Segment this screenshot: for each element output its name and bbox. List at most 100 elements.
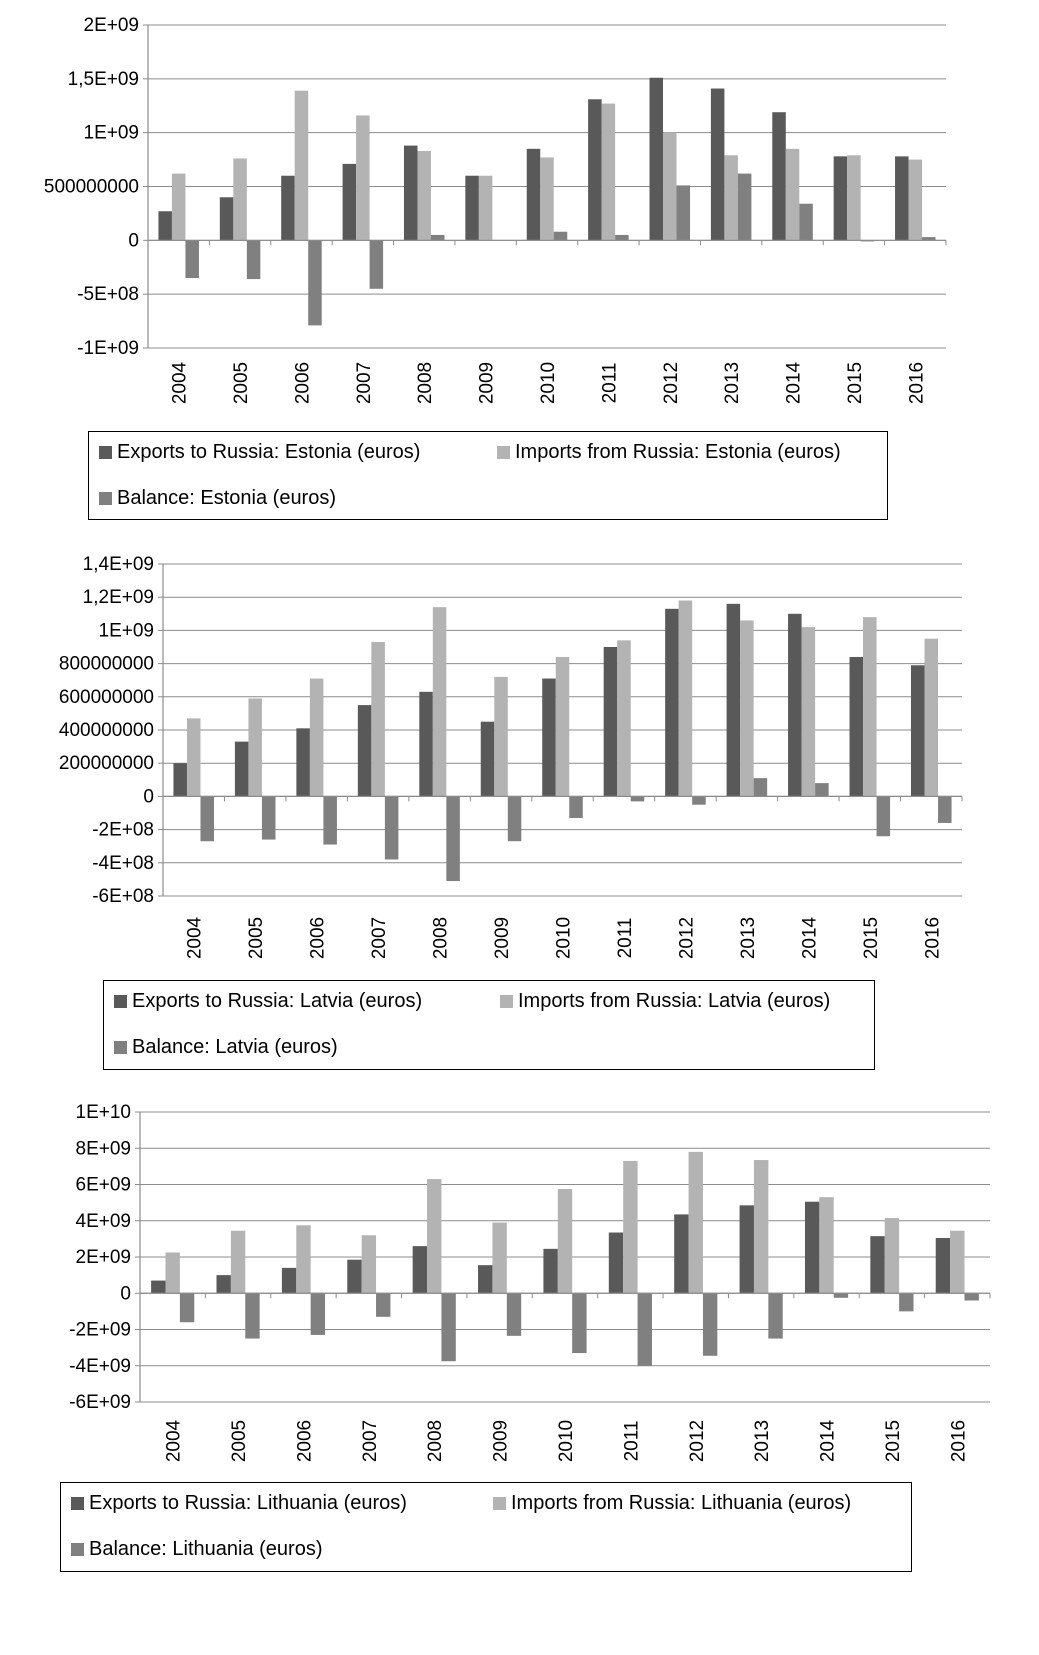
bar-balance-2005 bbox=[245, 1293, 260, 1339]
bar-balance-2006 bbox=[308, 240, 322, 326]
y-tick-label: 1E+09 bbox=[99, 620, 154, 641]
legend-swatch-imports bbox=[497, 446, 510, 459]
bar-imports-2013 bbox=[740, 620, 754, 797]
bar-exports-2008 bbox=[419, 691, 433, 797]
y-tick-label: -4E+08 bbox=[92, 853, 154, 874]
x-tick-label: 2008 bbox=[431, 917, 452, 959]
bar-imports-2010 bbox=[540, 157, 554, 241]
y-tick-label: 1E+09 bbox=[84, 123, 139, 144]
x-tick-label: 2008 bbox=[425, 1420, 446, 1462]
y-tick-label: 0 bbox=[128, 230, 139, 251]
legend-swatch-exports bbox=[114, 995, 127, 1008]
legend-item-exports: Exports to Russia: Latvia (euros) bbox=[114, 990, 422, 1013]
legend-item-balance: Balance: Estonia (euros) bbox=[99, 487, 336, 510]
x-tick-label: 2015 bbox=[883, 1420, 904, 1462]
bar-exports-2011 bbox=[603, 647, 618, 797]
x-tick-label: 2004 bbox=[164, 1419, 185, 1462]
y-tick-label: 800000000 bbox=[59, 654, 154, 675]
bar-balance-2008 bbox=[441, 1293, 456, 1362]
bar-exports-2007 bbox=[347, 1259, 362, 1294]
bar-balance-2010 bbox=[553, 231, 568, 241]
legend-swatch-balance bbox=[99, 492, 112, 505]
bar-imports-2005 bbox=[230, 1230, 246, 1294]
bar-imports-2007 bbox=[356, 115, 370, 241]
bar-imports-2013 bbox=[753, 1160, 769, 1294]
legend-swatch-imports bbox=[493, 1497, 506, 1510]
legend-label-exports: Exports to Russia: Estonia (euros) bbox=[117, 441, 421, 463]
bar-balance-2004 bbox=[179, 1293, 195, 1323]
bar-exports-2010 bbox=[543, 1248, 558, 1294]
y-tick-label: -2E+09 bbox=[69, 1320, 131, 1341]
x-tick-label: 2010 bbox=[538, 362, 559, 404]
x-tick-label: 2005 bbox=[246, 917, 267, 959]
bar-exports-2007 bbox=[357, 705, 372, 797]
y-tick-label: 400000000 bbox=[59, 720, 154, 741]
y-tick-label: 6E+09 bbox=[76, 1175, 131, 1196]
x-tick-label: 2005 bbox=[231, 362, 252, 404]
bar-exports-2006 bbox=[281, 1267, 297, 1294]
bar-imports-2010 bbox=[557, 1189, 573, 1294]
bar-imports-2013 bbox=[724, 155, 738, 241]
bar-balance-2009 bbox=[507, 796, 522, 842]
bar-imports-2011 bbox=[623, 1160, 638, 1294]
bar-imports-2010 bbox=[555, 656, 570, 797]
x-tick-label: 2014 bbox=[818, 1419, 839, 1462]
legend-swatch-balance bbox=[71, 1543, 84, 1556]
bar-balance-2004 bbox=[185, 240, 199, 279]
bar-exports-2016 bbox=[910, 665, 925, 797]
bar-exports-2016 bbox=[935, 1237, 951, 1294]
bar-imports-2006 bbox=[294, 90, 309, 241]
bar-imports-2015 bbox=[863, 617, 877, 797]
chart-lithuania: 1E+10 8E+09 6E+09 4E+09 2E+09 0 -2E+09 -4E+09 -6… bbox=[69, 1102, 991, 1462]
bar-exports-2014 bbox=[772, 112, 786, 241]
bar-exports-2009 bbox=[465, 175, 479, 241]
bar-imports-2012 bbox=[663, 132, 677, 241]
x-tick-label: 2016 bbox=[906, 362, 927, 404]
x-tick-label: 2012 bbox=[661, 362, 682, 404]
bar-exports-2008 bbox=[412, 1246, 428, 1294]
y-tick-label: -2E+08 bbox=[92, 820, 154, 841]
x-tick-label: 2016 bbox=[922, 917, 943, 959]
legend-label-balance: Balance: Latvia (euros) bbox=[132, 1036, 338, 1058]
bar-imports-2009 bbox=[494, 676, 508, 797]
legend-item-imports: Imports from Russia: Lithuania (euros) bbox=[493, 1492, 851, 1515]
x-tick-label: 2008 bbox=[415, 362, 436, 404]
bar-imports-2004 bbox=[171, 173, 186, 241]
legend-item-imports: Imports from Russia: Latvia (euros) bbox=[500, 990, 830, 1013]
x-tick-label: 2015 bbox=[861, 917, 882, 959]
bar-imports-2009 bbox=[478, 175, 493, 241]
x-tick-label: 2011 bbox=[599, 363, 620, 404]
bar-imports-2011 bbox=[617, 640, 631, 797]
bar-balance-2015 bbox=[899, 1293, 914, 1312]
legend-label-imports: Imports from Russia: Estonia (euros) bbox=[515, 441, 841, 463]
chart-estonia: 2E+09 1,5E+09 1E+09 500000000 0 -5E+08 -1E+09 2… bbox=[44, 15, 947, 404]
bar-imports-2012 bbox=[688, 1151, 703, 1294]
bar-balance-2006 bbox=[323, 796, 337, 845]
bar-imports-2016 bbox=[950, 1230, 965, 1294]
bar-balance-2007 bbox=[376, 1293, 391, 1317]
x-tick-label: 2014 bbox=[784, 361, 805, 404]
bar-imports-2006 bbox=[296, 1225, 311, 1294]
bar-imports-2008 bbox=[427, 1179, 442, 1294]
bar-balance-2008 bbox=[446, 796, 460, 882]
bar-exports-2011 bbox=[588, 99, 602, 241]
bar-imports-2004 bbox=[186, 718, 201, 797]
legend-label-balance: Balance: Estonia (euros) bbox=[117, 487, 337, 509]
y-tick-label: 1,4E+09 bbox=[83, 554, 154, 575]
x-tick-label: 2007 bbox=[369, 917, 390, 959]
x-tick-label: 2012 bbox=[676, 917, 697, 959]
bar-balance-2012 bbox=[692, 796, 706, 805]
legend-item-imports: Imports from Russia: Estonia (euros) bbox=[497, 441, 841, 464]
bar-balance-2011 bbox=[630, 796, 645, 802]
bar-balance-2009 bbox=[506, 1293, 522, 1336]
bar-balance-2004 bbox=[200, 796, 215, 842]
bar-imports-2016 bbox=[908, 159, 923, 241]
bar-balance-2016 bbox=[964, 1293, 979, 1301]
bar-exports-2011 bbox=[608, 1232, 624, 1294]
bar-imports-2005 bbox=[233, 158, 247, 241]
bar-imports-2014 bbox=[819, 1197, 834, 1294]
legend-item-balance: Balance: Latvia (euros) bbox=[114, 1036, 338, 1059]
x-tick-label: 2012 bbox=[687, 1420, 708, 1462]
y-tick-label: 500000000 bbox=[44, 177, 139, 198]
chart-latvia: 1,4E+09 1,2E+09 1E+09 800000000 600000000 400… bbox=[59, 554, 963, 959]
